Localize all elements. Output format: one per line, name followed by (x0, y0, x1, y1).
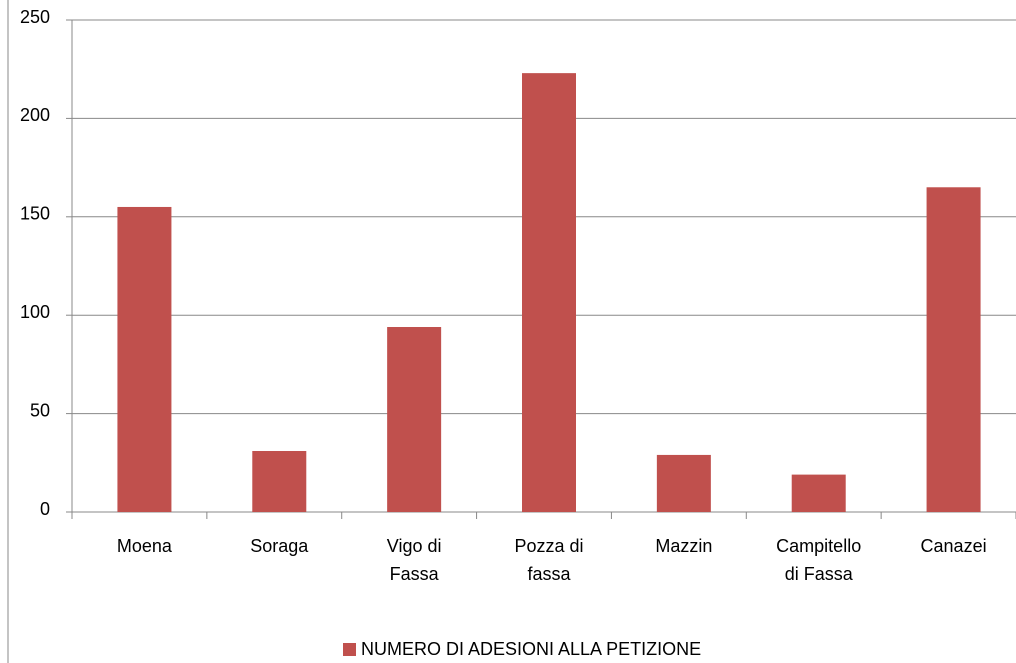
x-tick-label: Vigo di Fassa (386, 536, 442, 584)
y-tick-label: 50 (30, 400, 50, 420)
legend-swatch (343, 643, 356, 656)
y-tick-label: 150 (20, 204, 50, 224)
bar (522, 73, 576, 513)
bar (117, 206, 172, 512)
bar (791, 474, 846, 512)
y-tick-label: 100 (20, 302, 50, 322)
y-tick-label: 250 (20, 7, 50, 27)
x-tick-label: Moena (116, 536, 172, 556)
bar (252, 450, 307, 512)
x-tick-label: Soraga (250, 536, 309, 556)
y-tick-label: 200 (20, 105, 50, 125)
bar (387, 327, 442, 512)
x-tick-label: Canazei (920, 536, 987, 556)
x-tick-label: Mazzin (655, 536, 713, 556)
legend-label: NUMERO DI ADESIONI ALLA PETIZIONE (361, 639, 701, 659)
bar (656, 454, 711, 512)
x-tick-label: Pozza di fassa (514, 536, 584, 584)
y-tick-label: 0 (40, 499, 50, 519)
bar (926, 187, 981, 512)
x-tick-label: Campitello di Fassa (776, 536, 862, 584)
